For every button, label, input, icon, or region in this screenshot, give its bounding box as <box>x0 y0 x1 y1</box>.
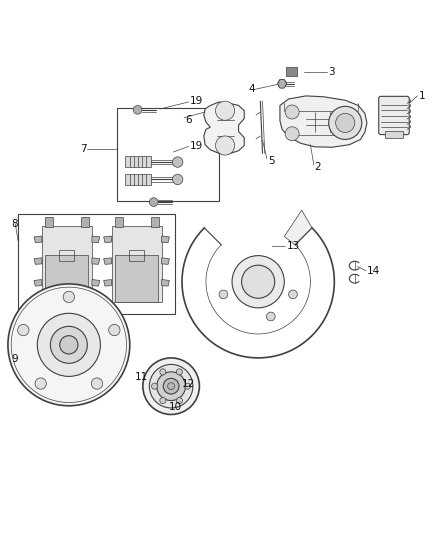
Bar <box>151 217 159 227</box>
Circle shape <box>149 365 193 408</box>
Bar <box>117 108 219 201</box>
Circle shape <box>92 378 102 389</box>
Text: 19: 19 <box>189 96 203 106</box>
Circle shape <box>168 383 175 390</box>
Polygon shape <box>34 279 42 286</box>
Circle shape <box>242 265 275 298</box>
Circle shape <box>328 107 362 140</box>
Bar <box>18 214 175 314</box>
Polygon shape <box>280 96 367 147</box>
Polygon shape <box>34 258 42 264</box>
Circle shape <box>285 127 299 141</box>
Circle shape <box>35 378 46 389</box>
Text: 6: 6 <box>185 115 192 125</box>
Polygon shape <box>104 279 112 286</box>
Circle shape <box>266 312 275 321</box>
Polygon shape <box>162 258 170 264</box>
Circle shape <box>18 325 29 336</box>
Text: 7: 7 <box>81 143 87 154</box>
Bar <box>129 250 144 261</box>
Circle shape <box>177 369 183 375</box>
Ellipse shape <box>37 313 100 376</box>
Ellipse shape <box>8 284 130 406</box>
Text: 9: 9 <box>11 354 18 364</box>
Text: 14: 14 <box>367 266 380 276</box>
Bar <box>115 255 158 302</box>
Circle shape <box>185 383 191 389</box>
Circle shape <box>173 174 183 184</box>
Circle shape <box>152 383 158 389</box>
Circle shape <box>160 369 166 375</box>
Bar <box>112 226 162 302</box>
Circle shape <box>149 198 158 206</box>
Bar <box>115 217 123 227</box>
Circle shape <box>232 256 284 308</box>
Text: 8: 8 <box>11 219 18 229</box>
Circle shape <box>133 106 142 114</box>
Bar <box>286 67 297 76</box>
Circle shape <box>173 157 183 167</box>
Text: 2: 2 <box>315 162 321 172</box>
Bar <box>46 217 53 227</box>
Polygon shape <box>278 79 286 88</box>
Bar <box>46 255 88 302</box>
Circle shape <box>289 290 297 298</box>
Polygon shape <box>162 279 170 286</box>
Bar <box>42 226 92 302</box>
Text: 12: 12 <box>182 379 195 389</box>
Circle shape <box>215 101 235 120</box>
Circle shape <box>278 79 286 88</box>
Bar <box>125 156 151 167</box>
Polygon shape <box>92 279 100 286</box>
Bar <box>125 174 151 184</box>
Polygon shape <box>92 236 100 243</box>
Circle shape <box>219 290 228 298</box>
Text: 1: 1 <box>419 91 426 101</box>
Polygon shape <box>34 236 42 243</box>
Circle shape <box>163 378 179 394</box>
Bar <box>60 250 74 261</box>
Polygon shape <box>284 210 312 245</box>
Polygon shape <box>92 258 100 264</box>
Bar <box>81 217 89 227</box>
Circle shape <box>157 372 185 400</box>
Polygon shape <box>104 258 112 264</box>
Polygon shape <box>162 236 170 243</box>
Text: 4: 4 <box>249 84 255 94</box>
Text: 10: 10 <box>169 402 182 411</box>
Text: 13: 13 <box>286 240 300 251</box>
Circle shape <box>215 136 235 155</box>
FancyBboxPatch shape <box>379 96 409 135</box>
Circle shape <box>143 358 199 415</box>
Circle shape <box>336 114 355 133</box>
Bar <box>385 131 403 138</box>
Text: 3: 3 <box>328 67 335 77</box>
Text: 5: 5 <box>268 156 275 166</box>
Ellipse shape <box>50 326 87 364</box>
Ellipse shape <box>60 336 78 354</box>
Circle shape <box>177 398 183 403</box>
Text: 19: 19 <box>189 141 203 150</box>
Circle shape <box>109 325 120 336</box>
Circle shape <box>285 105 299 119</box>
Polygon shape <box>204 102 244 154</box>
Circle shape <box>63 292 74 303</box>
Polygon shape <box>104 236 112 243</box>
Text: 11: 11 <box>135 373 148 383</box>
Circle shape <box>160 398 166 403</box>
